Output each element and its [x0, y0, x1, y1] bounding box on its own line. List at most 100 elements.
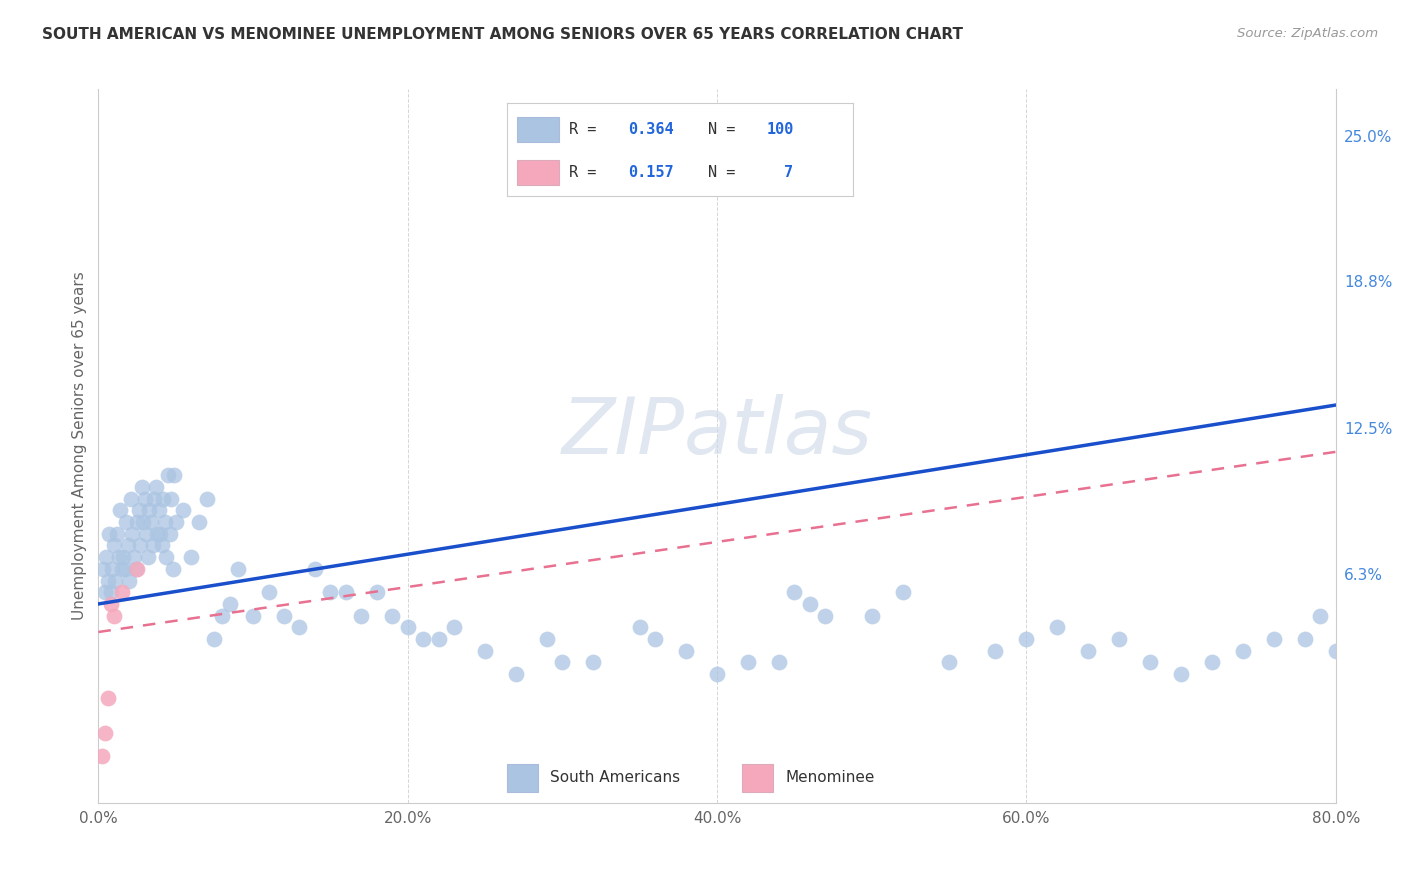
Point	[105, 526, 128, 541]
Text: ZIPatlas: ZIPatlas	[561, 393, 873, 470]
Bar	[517, 160, 558, 186]
Point	[143, 491, 166, 506]
Point	[153, 515, 176, 529]
Point	[381, 608, 404, 623]
Point	[1309, 608, 1331, 623]
Point	[108, 503, 131, 517]
Point	[159, 526, 181, 541]
Point	[737, 656, 759, 670]
Point	[536, 632, 558, 646]
Point	[128, 503, 150, 517]
Point	[132, 515, 155, 529]
Point	[142, 538, 165, 552]
Point	[288, 620, 311, 634]
Point	[115, 515, 138, 529]
Point	[1077, 644, 1099, 658]
Point	[783, 585, 806, 599]
Point	[1046, 620, 1069, 634]
Point	[768, 656, 790, 670]
Point	[242, 608, 264, 623]
Point	[163, 468, 186, 483]
Point	[675, 644, 697, 658]
Point	[1139, 656, 1161, 670]
Text: 100: 100	[766, 122, 794, 137]
Point	[103, 608, 125, 623]
Text: R =: R =	[569, 122, 606, 137]
Point	[1201, 656, 1223, 670]
Point	[152, 491, 174, 506]
Point	[121, 526, 143, 541]
Point	[111, 585, 134, 599]
Text: SOUTH AMERICAN VS MENOMINEE UNEMPLOYMENT AMONG SENIORS OVER 65 YEARS CORRELATION: SOUTH AMERICAN VS MENOMINEE UNEMPLOYMENT…	[42, 27, 963, 42]
Point	[1232, 644, 1254, 658]
Point	[551, 656, 574, 670]
Point	[111, 562, 134, 576]
Point	[257, 585, 280, 599]
Point	[148, 503, 170, 517]
Point	[860, 608, 883, 623]
Point	[304, 562, 326, 576]
Point	[984, 644, 1007, 658]
Text: N =: N =	[707, 165, 744, 179]
Point	[1015, 632, 1038, 646]
Point	[891, 585, 914, 599]
Point	[1324, 644, 1347, 658]
Point	[319, 585, 342, 599]
Point	[273, 608, 295, 623]
Text: 7: 7	[785, 165, 793, 179]
Point	[814, 608, 837, 623]
Point	[93, 725, 115, 739]
Point	[474, 644, 496, 658]
Point	[118, 574, 141, 588]
Point	[120, 491, 142, 506]
Point	[443, 620, 465, 634]
Point	[350, 608, 373, 623]
Point	[124, 562, 146, 576]
Point	[93, 585, 115, 599]
Point	[226, 562, 249, 576]
Point	[366, 585, 388, 599]
Point	[145, 480, 167, 494]
Point	[104, 574, 127, 588]
Point	[150, 538, 173, 552]
Point	[107, 550, 129, 565]
Point	[101, 562, 124, 576]
Point	[1170, 667, 1192, 681]
Point	[100, 585, 122, 599]
Bar	[506, 764, 537, 792]
Point	[582, 656, 605, 670]
Text: 0.157: 0.157	[628, 165, 673, 179]
Point	[160, 491, 183, 506]
Point	[149, 526, 172, 541]
Point	[335, 585, 357, 599]
Point	[628, 620, 651, 634]
Bar	[517, 118, 558, 143]
Point	[146, 526, 169, 541]
Text: Menominee: Menominee	[785, 771, 875, 785]
Point	[91, 562, 114, 576]
Point	[799, 597, 821, 611]
Point	[97, 574, 120, 588]
Point	[134, 491, 156, 506]
Point	[127, 562, 149, 576]
Point	[204, 632, 226, 646]
Bar	[742, 764, 773, 792]
Point	[188, 515, 211, 529]
Point	[162, 562, 184, 576]
Point	[139, 515, 162, 529]
Point	[211, 608, 233, 623]
Point	[138, 503, 160, 517]
Text: Source: ZipAtlas.com: Source: ZipAtlas.com	[1237, 27, 1378, 40]
Point	[412, 632, 434, 646]
Text: N =: N =	[707, 122, 744, 137]
Point	[103, 538, 125, 552]
Point	[1263, 632, 1285, 646]
Point	[97, 690, 120, 705]
Text: 0.364: 0.364	[628, 122, 673, 137]
Point	[117, 538, 139, 552]
Text: R =: R =	[569, 165, 606, 179]
Point	[173, 503, 195, 517]
Point	[90, 749, 112, 764]
Point	[195, 491, 218, 506]
Text: South Americans: South Americans	[550, 771, 681, 785]
